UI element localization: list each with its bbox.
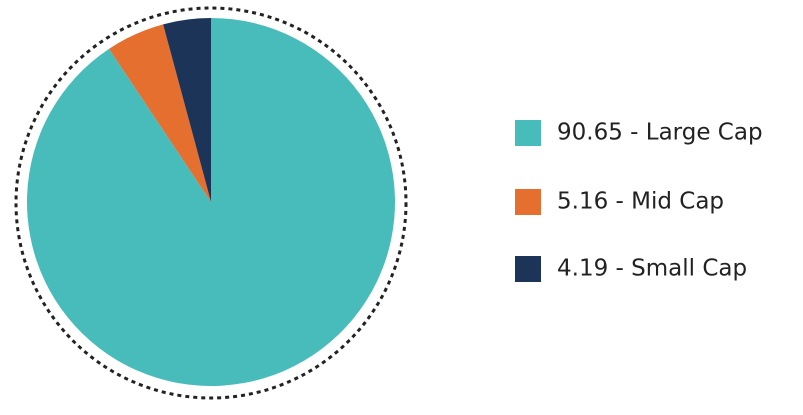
- legend-label: 4.19 - Small Cap: [557, 256, 747, 282]
- dashed-ring: [14, 6, 408, 400]
- legend-swatch: [515, 189, 541, 215]
- pie-slice: [109, 24, 211, 202]
- legend-swatch: [515, 120, 541, 146]
- pie-slice: [26, 18, 395, 386]
- legend-label: 90.65 - Large Cap: [557, 120, 763, 146]
- pie-slice: [163, 18, 211, 202]
- legend-label: 5.16 - Mid Cap: [557, 189, 724, 215]
- legend-swatch: [515, 256, 541, 282]
